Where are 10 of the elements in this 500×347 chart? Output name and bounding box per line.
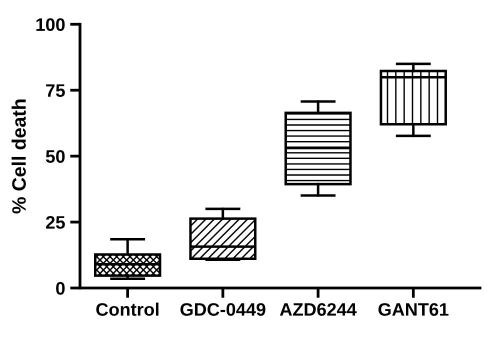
y-tick-label: 100 bbox=[36, 18, 65, 32]
y-tick-label: 75 bbox=[46, 84, 65, 97]
x-tick-label: GANT61 bbox=[378, 303, 448, 316]
x-tick-label: Control bbox=[96, 302, 158, 316]
y-tick-label: 0 bbox=[56, 282, 65, 295]
y-axis-title: % Cell death bbox=[12, 100, 26, 214]
x-tick-label: GDC-0449 bbox=[180, 303, 266, 316]
y-tick-label: 50 bbox=[46, 150, 65, 163]
x-tick-label: AZD6244 bbox=[280, 303, 357, 316]
y-tick-label: 25 bbox=[46, 216, 65, 229]
